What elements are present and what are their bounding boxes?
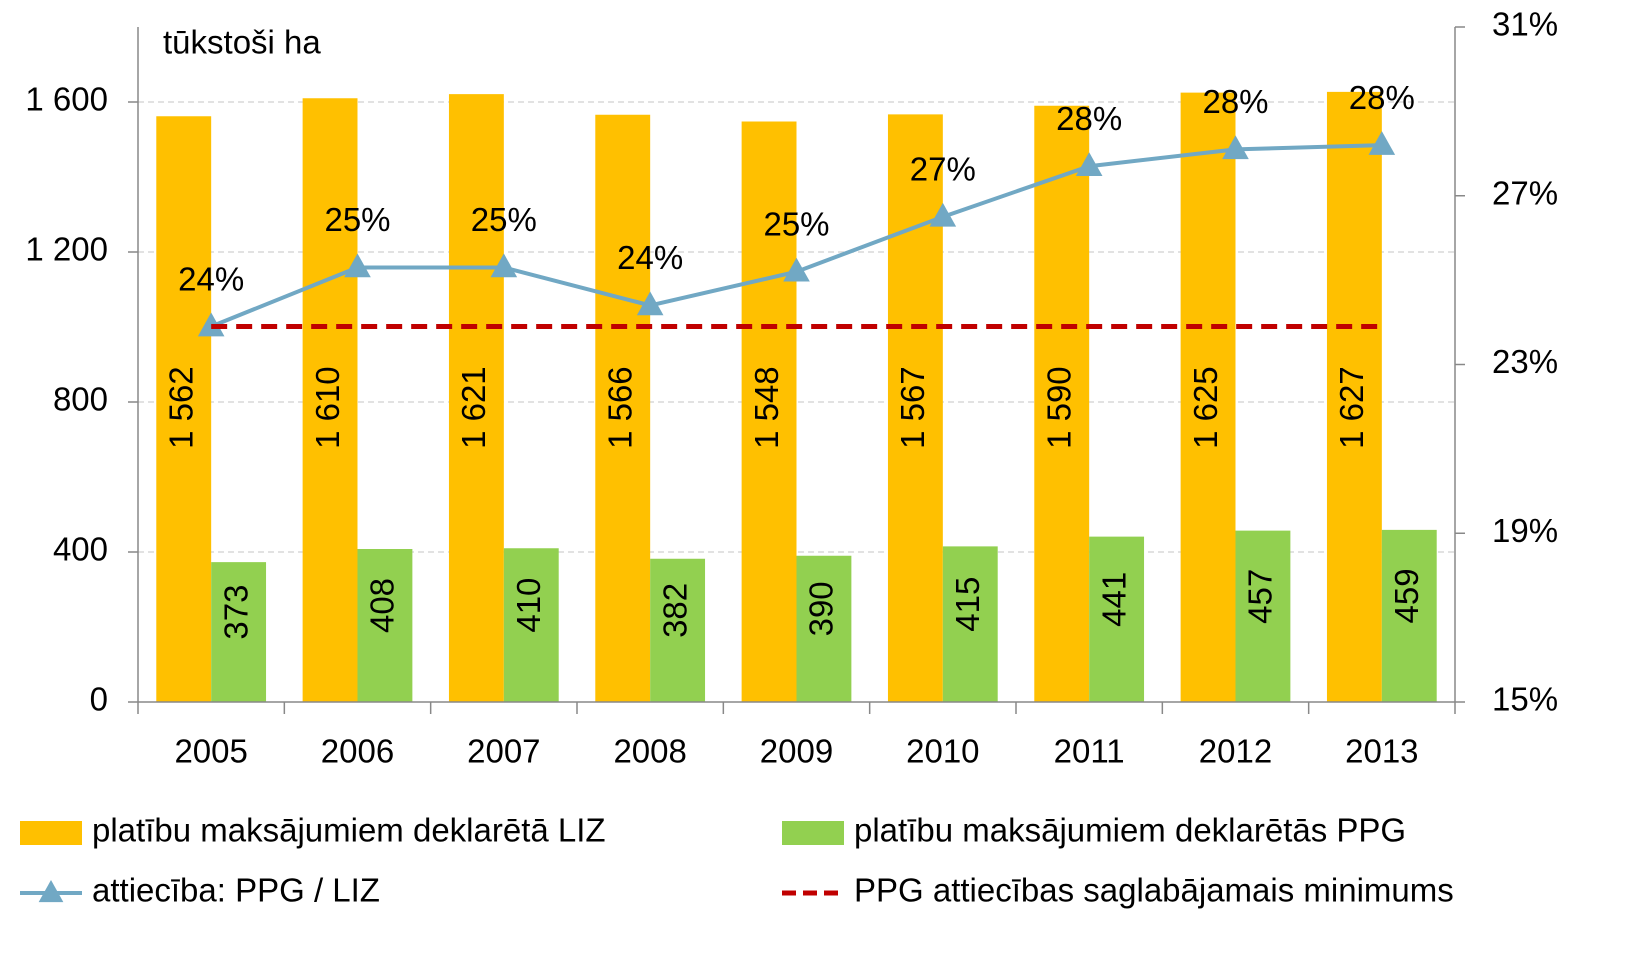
- bar-value-label: 1 627: [1333, 366, 1370, 449]
- x-tick-label: 2012: [1199, 733, 1272, 770]
- bar-value-label: 408: [364, 578, 401, 633]
- bar: [650, 558, 706, 702]
- bar-value-label: 382: [656, 583, 693, 638]
- line-value-label: 28%: [1202, 83, 1268, 120]
- x-tick-label: 2007: [467, 733, 540, 770]
- y-tick-label: 1 200: [25, 231, 108, 268]
- legend-marker: [38, 880, 64, 903]
- line-marker: [490, 253, 518, 278]
- legend-label: platību maksājumiem deklarētās PPG: [854, 812, 1406, 849]
- legend-label: PPG attiecības saglabājamais minimums: [854, 872, 1454, 909]
- bar: [1089, 536, 1145, 702]
- line-value-label: 25%: [471, 201, 537, 238]
- x-tick-label: 2013: [1345, 733, 1418, 770]
- y2-tick-label: 23%: [1492, 343, 1558, 380]
- bar: [302, 98, 358, 702]
- bar-value-label: 410: [510, 578, 547, 633]
- bar: [1381, 529, 1437, 702]
- line-marker: [636, 291, 664, 316]
- y2-tick-label: 27%: [1492, 174, 1558, 211]
- bar: [211, 562, 267, 702]
- bar-value-label: 1 625: [1187, 366, 1224, 449]
- bar-value-label: 1 621: [455, 366, 492, 449]
- x-tick-label: 2008: [613, 733, 686, 770]
- x-tick-label: 2006: [321, 733, 394, 770]
- y2-tick-label: 31%: [1492, 6, 1558, 43]
- bar: [503, 548, 559, 702]
- bar: [156, 116, 212, 702]
- legend-label: platību maksājumiem deklarētā LIZ: [92, 812, 606, 849]
- bar-value-label: 441: [1095, 572, 1132, 627]
- y-tick-label: 400: [53, 531, 108, 568]
- bar: [942, 546, 998, 702]
- line-marker: [929, 202, 957, 227]
- bar: [1326, 91, 1382, 702]
- line-value-label: 28%: [1056, 100, 1122, 137]
- bar-value-label: 1 610: [309, 366, 346, 449]
- bar: [1180, 92, 1236, 702]
- line-value-label: 24%: [178, 260, 244, 297]
- bar-value-label: 373: [217, 585, 254, 640]
- bar: [887, 114, 943, 702]
- legend-label: attiecība: PPG / LIZ: [92, 872, 380, 909]
- legend-swatch: [20, 821, 82, 845]
- unit-label: tūkstoši ha: [163, 24, 321, 61]
- y2-tick-label: 15%: [1492, 681, 1558, 718]
- bar: [595, 114, 651, 702]
- line-value-label: 28%: [1349, 79, 1415, 116]
- y-tick-label: 0: [90, 681, 108, 718]
- bar: [448, 94, 504, 702]
- bar: [357, 549, 413, 702]
- line-marker: [197, 312, 225, 337]
- line-marker: [1075, 152, 1103, 177]
- bar-value-label: 457: [1242, 569, 1279, 624]
- bar-value-label: 1 562: [162, 366, 199, 449]
- bar: [741, 121, 797, 702]
- legend-swatch: [782, 821, 844, 845]
- line-marker: [1368, 131, 1396, 155]
- x-tick-label: 2011: [1054, 733, 1125, 770]
- bar-value-label: 459: [1388, 568, 1425, 623]
- x-tick-label: 2009: [760, 733, 833, 770]
- y-tick-label: 1 600: [25, 81, 108, 118]
- bar: [796, 555, 852, 702]
- line-value-label: 25%: [324, 201, 390, 238]
- line-marker: [344, 253, 371, 278]
- bar-value-label: 1 567: [894, 366, 931, 449]
- line-marker: [783, 257, 810, 282]
- x-tick-label: 2005: [174, 733, 247, 770]
- line-value-label: 24%: [617, 239, 683, 276]
- x-tick-label: 2010: [906, 733, 979, 770]
- bar-value-label: 1 548: [748, 366, 785, 449]
- bar: [1235, 530, 1291, 702]
- bar-value-label: 390: [803, 581, 840, 636]
- bar-value-label: 1 566: [601, 366, 638, 449]
- line-value-label: 25%: [763, 205, 829, 242]
- bar: [1034, 105, 1090, 702]
- bar-value-label: 1 590: [1040, 366, 1077, 449]
- line-value-label: 27%: [910, 151, 976, 188]
- bar-value-label: 415: [949, 577, 986, 632]
- line-marker: [1222, 135, 1249, 160]
- y-tick-label: 800: [53, 381, 108, 418]
- y2-tick-label: 19%: [1492, 512, 1558, 549]
